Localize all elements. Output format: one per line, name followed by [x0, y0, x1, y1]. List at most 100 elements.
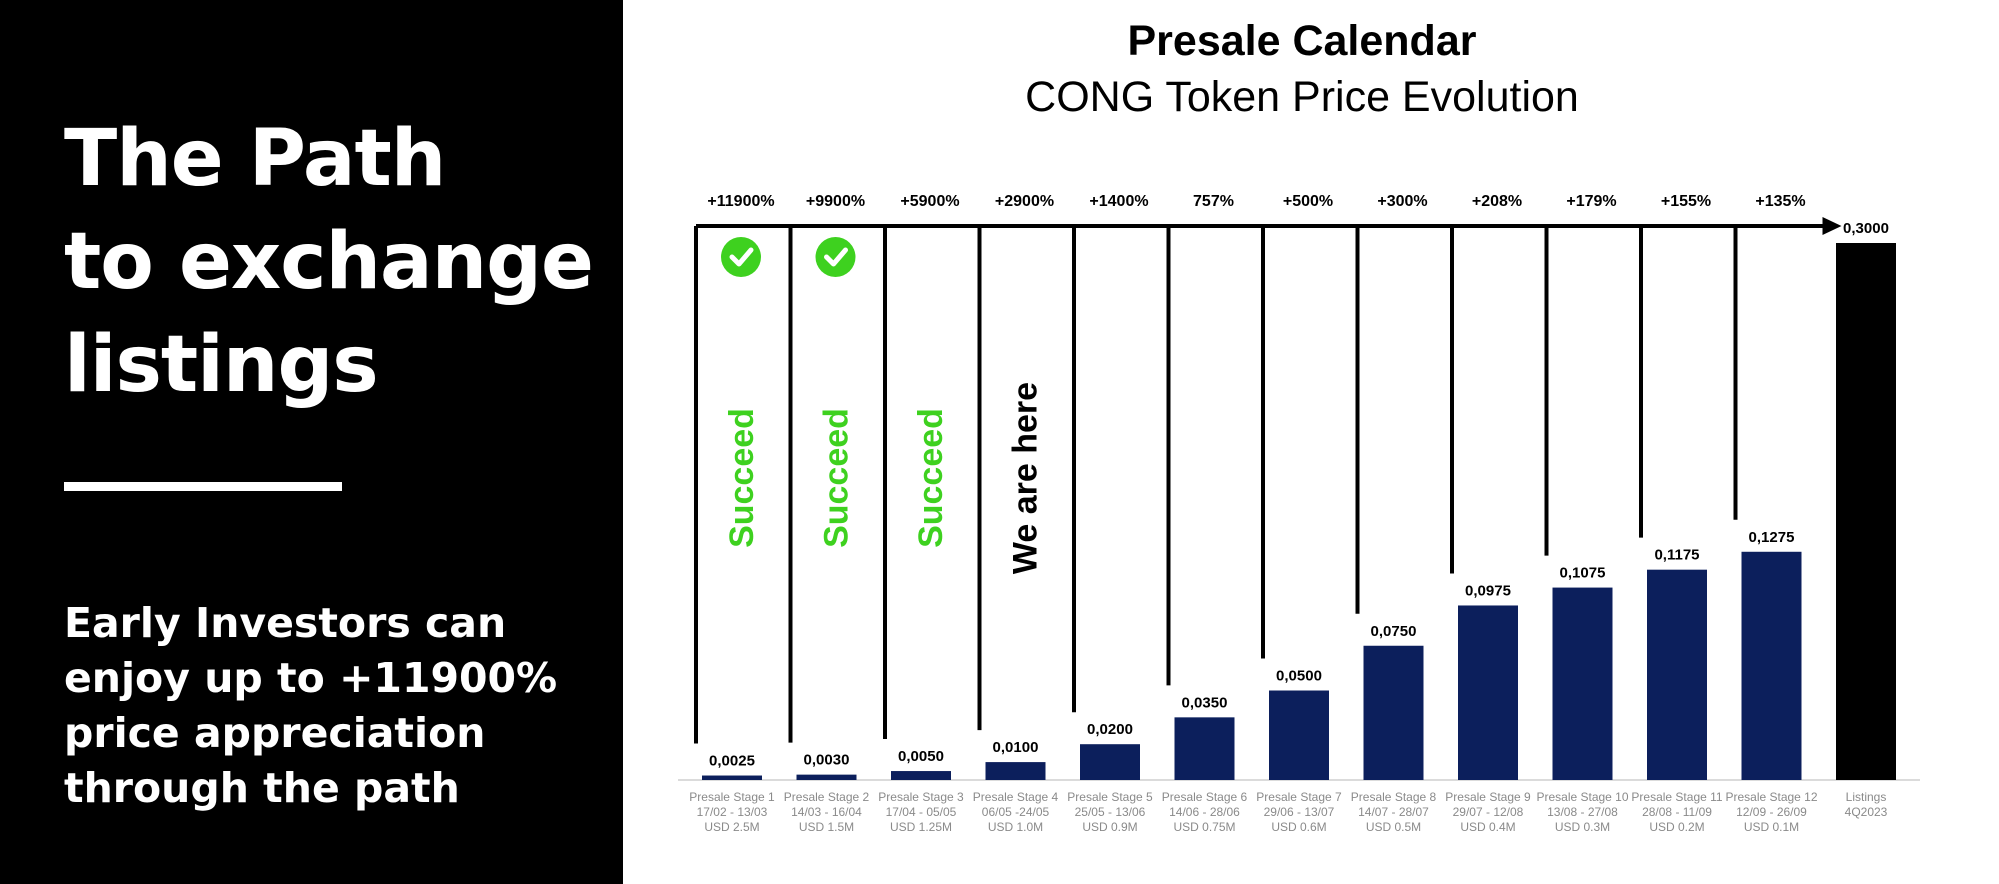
data-label: 0,0100	[993, 739, 1039, 756]
bar	[1458, 605, 1518, 780]
data-label: 0,0750	[1371, 623, 1417, 640]
appreciation-label: +2900%	[995, 193, 1054, 210]
x-tick-label: Listings	[1846, 790, 1887, 804]
x-tick-amount: USD 0.2M	[1649, 820, 1704, 834]
appreciation-label: +5900%	[900, 193, 959, 210]
bar	[796, 774, 857, 780]
x-tick-date: 06/05 -24/05	[982, 805, 1050, 819]
we-are-here-label: We are here	[1007, 382, 1045, 574]
data-label: 0,0975	[1465, 582, 1511, 599]
x-tick-amount: USD 0.9M	[1082, 820, 1137, 834]
investor-message-line-4: through the path	[64, 764, 460, 812]
appreciation-label: +155%	[1661, 193, 1711, 210]
x-tick-amount: USD 0.6M	[1271, 820, 1326, 834]
data-label: 0,0500	[1276, 668, 1322, 685]
data-label: 0,3000	[1843, 220, 1889, 237]
x-tick-amount: USD 1.25M	[890, 820, 952, 834]
data-label: 0,0030	[804, 752, 850, 769]
bar	[891, 771, 951, 780]
bar	[1836, 243, 1896, 780]
bar	[1174, 717, 1235, 780]
x-tick-amount: USD 1.0M	[988, 820, 1043, 834]
data-label: 0,0350	[1182, 694, 1228, 711]
investor-message-line-3: price appreciation	[64, 709, 486, 757]
succeed-label: Succeed	[912, 408, 950, 548]
x-tick-label: Presale Stage 1	[689, 790, 775, 804]
headline: The Path to exchange listings	[64, 108, 594, 417]
data-label: 0,1075	[1560, 565, 1606, 582]
x-tick-amount: USD 0.5M	[1366, 820, 1421, 834]
x-tick-label: Presale Stage 4	[973, 790, 1059, 804]
investor-message-line-2: enjoy up to +11900%	[64, 654, 558, 702]
bar	[1552, 587, 1613, 780]
data-label: 0,0025	[709, 753, 755, 770]
x-tick-date: 12/09 - 26/09	[1736, 805, 1807, 819]
x-tick-label: Presale Stage 12	[1725, 790, 1817, 804]
headline-line-1: The Path	[64, 114, 446, 204]
chart-subtitle: CONG Token Price Evolution	[1025, 73, 1579, 121]
succeed-label: Succeed	[818, 408, 856, 548]
x-tick-date: 14/07 - 28/07	[1358, 805, 1429, 819]
appreciation-label: +179%	[1566, 193, 1616, 210]
bar	[1363, 645, 1424, 780]
x-tick-date: 29/07 - 12/08	[1453, 805, 1524, 819]
x-tick-label: Presale Stage 9	[1445, 790, 1531, 804]
x-tick-label: Presale Stage 10	[1536, 790, 1628, 804]
bar	[985, 762, 1046, 780]
x-tick-label: Presale Stage 5	[1067, 790, 1153, 804]
x-tick-label: Presale Stage 6	[1162, 790, 1248, 804]
bar	[1741, 551, 1802, 780]
x-tick-date: 14/06 - 28/06	[1169, 805, 1240, 819]
timeline-arrow-head	[1822, 217, 1842, 235]
chart-title: Presale Calendar	[1128, 17, 1477, 65]
appreciation-label: +300%	[1377, 193, 1427, 210]
x-tick-date: 17/02 - 13/03	[697, 805, 768, 819]
headline-line-3: listings	[64, 320, 379, 410]
x-tick-date: 29/06 - 13/07	[1264, 805, 1335, 819]
x-tick-amount: USD 0.4M	[1460, 820, 1515, 834]
check-mark	[824, 247, 848, 267]
x-tick-amount: USD 1.5M	[799, 820, 854, 834]
x-tick-date: 4Q2023	[1845, 805, 1888, 819]
data-label: 0,1275	[1749, 529, 1795, 546]
presale-chart: Presale Calendar CONG Token Price Evolut…	[678, 17, 1920, 834]
check-mark	[729, 247, 754, 267]
x-tick-date: 14/03 - 16/04	[791, 805, 862, 819]
appreciation-label: +1400%	[1089, 193, 1148, 210]
appreciation-label: +500%	[1283, 193, 1333, 210]
data-label: 0,0200	[1087, 721, 1133, 738]
appreciation-label: +135%	[1755, 193, 1805, 210]
x-tick-label: Presale Stage 3	[878, 790, 964, 804]
bar	[702, 775, 762, 780]
x-tick-amount: USD 0.75M	[1173, 820, 1235, 834]
check-icon	[721, 237, 761, 277]
investor-message-line-1: Early Investors can	[64, 599, 507, 647]
x-tick-date: 13/08 - 27/08	[1547, 805, 1618, 819]
headline-line-2: to exchange	[64, 217, 594, 307]
appreciation-label: +9900%	[806, 193, 865, 210]
data-label: 0,1175	[1654, 547, 1699, 564]
check-icon	[815, 237, 856, 277]
bar	[1080, 744, 1140, 780]
x-tick-label: Presale Stage 11	[1631, 790, 1722, 804]
bar	[1647, 569, 1707, 780]
x-tick-date: 25/05 - 13/06	[1075, 805, 1146, 819]
x-tick-amount: USD 2.5M	[704, 820, 759, 834]
left-panel: The Path to exchange listings Early Inve…	[0, 0, 623, 884]
headline-divider	[64, 482, 342, 491]
x-tick-date: 28/08 - 11/09	[1642, 805, 1712, 819]
x-tick-label: Presale Stage 8	[1351, 790, 1437, 804]
data-label: 0,0050	[898, 748, 944, 765]
x-tick-amount: USD 0.3M	[1555, 820, 1610, 834]
x-tick-date: 17/04 - 05/05	[886, 805, 957, 819]
succeed-label: Succeed	[723, 408, 761, 548]
appreciation-label: +208%	[1472, 193, 1522, 210]
x-tick-label: Presale Stage 2	[784, 790, 870, 804]
bar	[1269, 690, 1329, 780]
x-tick-amount: USD 0.1M	[1744, 820, 1799, 834]
investor-message: Early Investors can enjoy up to +11900% …	[64, 596, 604, 816]
appreciation-label: +11900%	[707, 193, 774, 210]
appreciation-label: 757%	[1193, 193, 1234, 210]
x-tick-label: Presale Stage 7	[1256, 790, 1342, 804]
